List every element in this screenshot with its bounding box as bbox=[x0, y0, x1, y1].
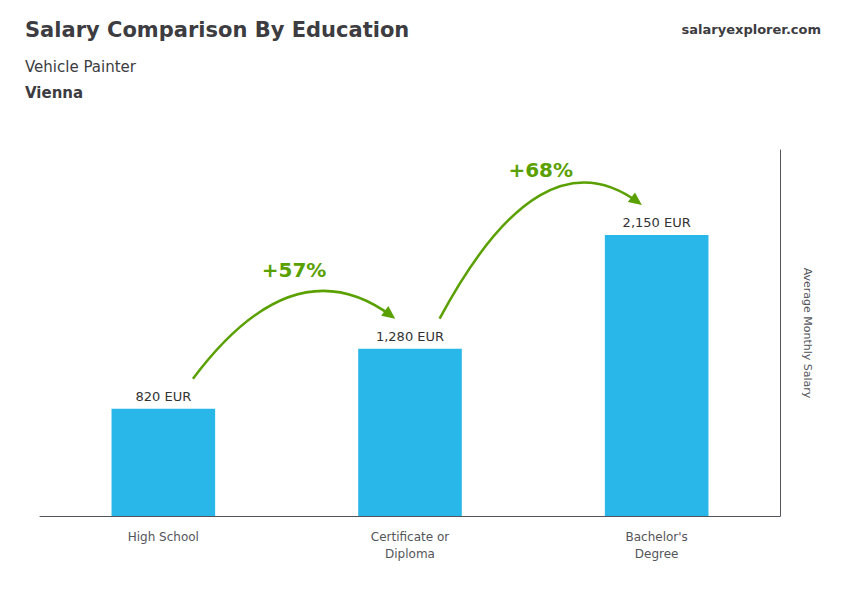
svg-text:1,280 EUR: 1,280 EUR bbox=[376, 329, 444, 344]
svg-text:Degree: Degree bbox=[635, 547, 679, 561]
svg-text:Bachelor's: Bachelor's bbox=[625, 530, 687, 544]
svg-text:Vehicle Painter: Vehicle Painter bbox=[25, 58, 137, 76]
svg-text:+68%: +68% bbox=[508, 158, 573, 182]
svg-text:Average Monthly Salary: Average Monthly Salary bbox=[801, 268, 814, 399]
svg-text:High School: High School bbox=[128, 530, 199, 544]
svg-text:Diploma: Diploma bbox=[385, 547, 435, 561]
svg-text:salaryexplorer.com: salaryexplorer.com bbox=[682, 22, 821, 37]
svg-text:2,150 EUR: 2,150 EUR bbox=[623, 215, 691, 230]
svg-text:820 EUR: 820 EUR bbox=[135, 389, 191, 404]
svg-text:Vienna: Vienna bbox=[25, 84, 83, 102]
svg-text:+57%: +57% bbox=[262, 258, 327, 282]
svg-text:Salary Comparison By Education: Salary Comparison By Education bbox=[25, 18, 409, 42]
svg-text:Certificate or: Certificate or bbox=[371, 530, 449, 544]
